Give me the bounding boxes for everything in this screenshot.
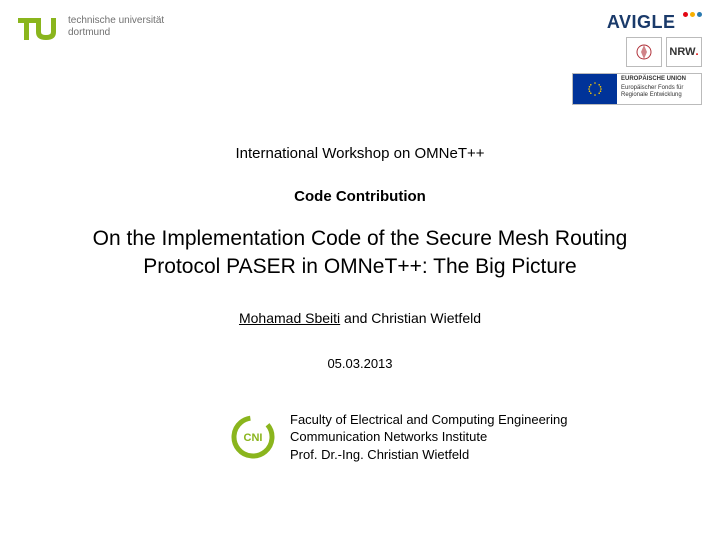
presentation-title: On the Implementation Code of the Secure…	[40, 225, 680, 282]
dot-blue	[697, 12, 702, 17]
avigle-label: AVIGLE	[607, 12, 676, 32]
footer-block: CNI Faculty of Electrical and Computing …	[40, 411, 680, 464]
title-line2: Protocol PASER in OMNeT++: The Big Pictu…	[40, 253, 680, 281]
tu-text: technische universität dortmund	[68, 15, 164, 39]
funder-row: NRW.	[626, 37, 702, 67]
tu-dortmund-logo: technische universität dortmund	[18, 12, 164, 54]
eu-title: EUROPÄISCHE UNION	[621, 76, 697, 83]
ministry-logo	[626, 37, 662, 67]
content: International Workshop on OMNeT++ Code C…	[0, 105, 720, 463]
date: 05.03.2013	[40, 356, 680, 371]
eu-line: Europäischer Fonds für Regionale Entwick…	[621, 85, 683, 98]
title-line1: On the Implementation Code of the Secure…	[40, 225, 680, 253]
tu-icon	[18, 12, 60, 54]
nrw-text: NRW	[669, 46, 695, 58]
author-primary: Mohamad Sbeiti	[239, 310, 340, 326]
tu-line1: technische universität	[68, 15, 164, 27]
authors: Mohamad Sbeiti and Christian Wietfeld	[40, 310, 680, 326]
eu-text: EUROPÄISCHE UNION Europäischer Fonds für…	[617, 74, 701, 104]
dot-yellow	[690, 12, 695, 17]
eu-flag-icon	[573, 74, 617, 104]
nrw-logo: NRW.	[666, 37, 702, 67]
faculty-line3: Prof. Dr.-Ing. Christian Wietfeld	[290, 446, 567, 464]
avigle-logo: AVIGLE	[607, 12, 702, 33]
cni-logo-icon: CNI	[230, 414, 276, 460]
faculty-text: Faculty of Electrical and Computing Engi…	[290, 411, 567, 464]
avigle-dots	[683, 12, 702, 17]
workshop-label: International Workshop on OMNeT++	[40, 145, 680, 162]
code-contribution-label: Code Contribution	[40, 188, 680, 205]
faculty-line1: Faculty of Electrical and Computing Engi…	[290, 411, 567, 429]
faculty-line2: Communication Networks Institute	[290, 428, 567, 446]
author-rest: and Christian Wietfeld	[340, 310, 481, 326]
right-logos: AVIGLE NRW.	[572, 12, 702, 105]
header: technische universität dortmund AVIGLE N…	[0, 0, 720, 105]
tu-line2: dortmund	[68, 27, 164, 39]
svg-text:CNI: CNI	[244, 432, 263, 444]
dot-red	[683, 12, 688, 17]
nrw-dot: .	[696, 46, 699, 58]
eu-logo: EUROPÄISCHE UNION Europäischer Fonds für…	[572, 73, 702, 105]
